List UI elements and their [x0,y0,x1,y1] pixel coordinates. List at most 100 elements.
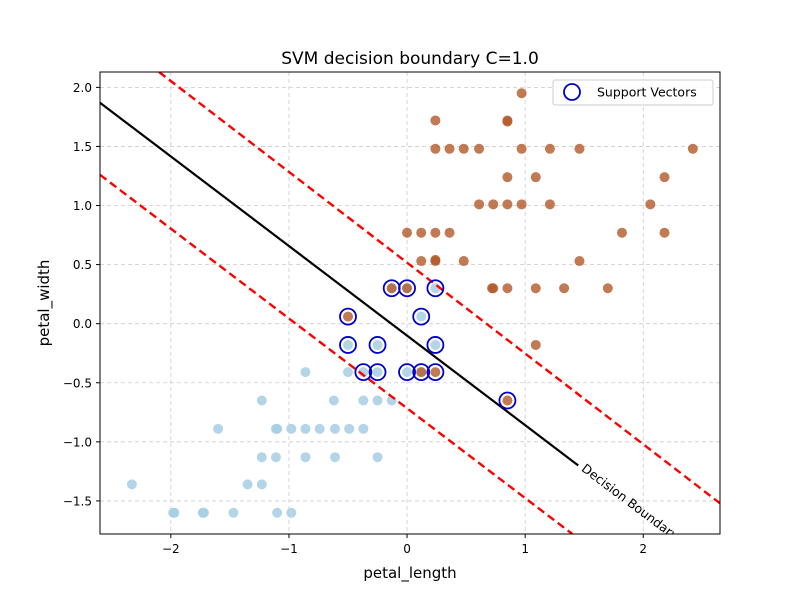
data-point-class-0 [330,452,341,463]
data-point-class-0 [344,423,355,434]
data-point-class-1 [645,199,656,210]
support-vector-marker [398,279,416,298]
data-point-class-1 [458,256,469,267]
support-vector-marker [498,391,517,410]
data-point-class-1 [416,367,427,378]
x-tick-label: 1 [521,542,529,556]
y-tick-label: 0.0 [73,317,92,331]
data-point-class-0 [402,367,413,378]
y-axis-label: petal_width [35,260,54,347]
data-point-class-0 [126,479,137,490]
support-vector-marker [426,363,445,382]
decision-boundary-line [100,101,579,467]
y-tick-label: 0.5 [73,258,92,272]
data-point-class-1 [502,199,513,210]
data-point-class-0 [228,507,239,518]
x-tick-label: 2 [639,542,647,556]
data-point-class-0 [286,507,297,518]
data-point-class-0 [343,367,353,378]
axes-frame [99,71,721,535]
data-point-class-1 [574,143,585,154]
data-point-class-1 [430,115,441,126]
data-point-class-0 [372,452,383,463]
data-point-class-1 [502,283,513,294]
support-vector-marker [426,279,445,298]
data-point-class-0 [286,423,297,434]
y-tick-label: −0.5 [63,376,92,390]
data-point-class-1 [687,143,698,154]
data-point-class-1 [487,283,498,294]
data-point-class-1 [444,143,455,154]
y-tick-label: 1.0 [73,199,92,213]
data-point-class-0 [300,423,311,434]
legend-box [552,79,714,106]
data-point-class-1 [444,227,455,238]
grid [100,72,720,534]
support-vector-marker [368,336,387,354]
data-point-class-1 [530,283,541,294]
data-point-class-1 [402,227,413,238]
x-tick-label: −1 [280,542,298,556]
y-tick-label: 1.5 [73,140,92,154]
support-vector-marker [426,336,445,354]
support-vector-marker [354,363,373,382]
data-point-class-1 [430,367,441,378]
x-tick-label: 0 [403,542,411,556]
y-tick-label: −1.5 [63,494,92,508]
data-point-class-1 [430,254,441,265]
data-point-class-0 [213,423,224,434]
data-point-class-1 [416,256,427,267]
data-point-class-0 [198,507,209,518]
data-point-class-1 [458,143,469,154]
data-point-class-0 [272,507,283,518]
x-tick-label: −2 [162,542,180,556]
y-tick-label: −1.0 [63,435,92,449]
data-point-class-0 [314,423,325,434]
decision-boundary-annotation: Decision Boundary [579,461,682,544]
data-point-class-1 [430,227,441,238]
data-point-class-0 [270,452,281,463]
data-point-class-1 [502,116,513,127]
data-point-class-1 [488,199,499,210]
plot-area: Decision Boundary [100,72,720,544]
data-point-class-1 [530,339,541,350]
data-point-class-1 [544,143,555,154]
data-point-class-1 [659,172,670,183]
axis-ticks: −2 −1 0 1 2 −1.5 −1.0 −0.5 0.0 0.5 1.0 1.5 2.0 [63,81,647,556]
data-point-class-0 [300,452,311,463]
margin-line [158,72,720,505]
data-point-class-1 [386,283,397,294]
data-point-class-1 [602,283,613,294]
data-point-class-0 [372,339,383,350]
data-point-class-1 [516,199,527,210]
data-point-class-1 [659,227,670,238]
support-vector-marker [368,363,387,382]
data-point-class-1 [416,227,427,238]
data-point-class-1 [616,227,627,238]
data-point-class-0 [358,395,369,406]
chart-title: SVM decision boundary C=1.0 [281,49,539,69]
data-point-class-1 [559,283,570,294]
data-point-class-0 [300,367,311,378]
support-vector-marker [412,363,431,382]
legend: Support Vectors [552,79,714,106]
data-point-class-0 [372,395,383,406]
data-point-class-0 [330,423,341,434]
data-point-class-1 [502,395,513,406]
data-point-class-0 [169,507,180,518]
data-point-class-1 [343,311,353,322]
data-point-class-0 [430,339,441,350]
data-point-class-1 [474,143,485,154]
data-point-class-0 [416,311,427,322]
legend-support-vector-marker [563,83,581,101]
data-point-class-1 [502,172,513,183]
support-vector-marker [412,307,431,326]
data-point-class-1 [430,143,441,154]
data-point-class-1 [544,199,555,210]
data-point-class-0 [372,367,383,378]
data-point-class-1 [574,256,585,267]
support-vector-marker [339,307,357,326]
data-point-class-0 [358,423,369,434]
